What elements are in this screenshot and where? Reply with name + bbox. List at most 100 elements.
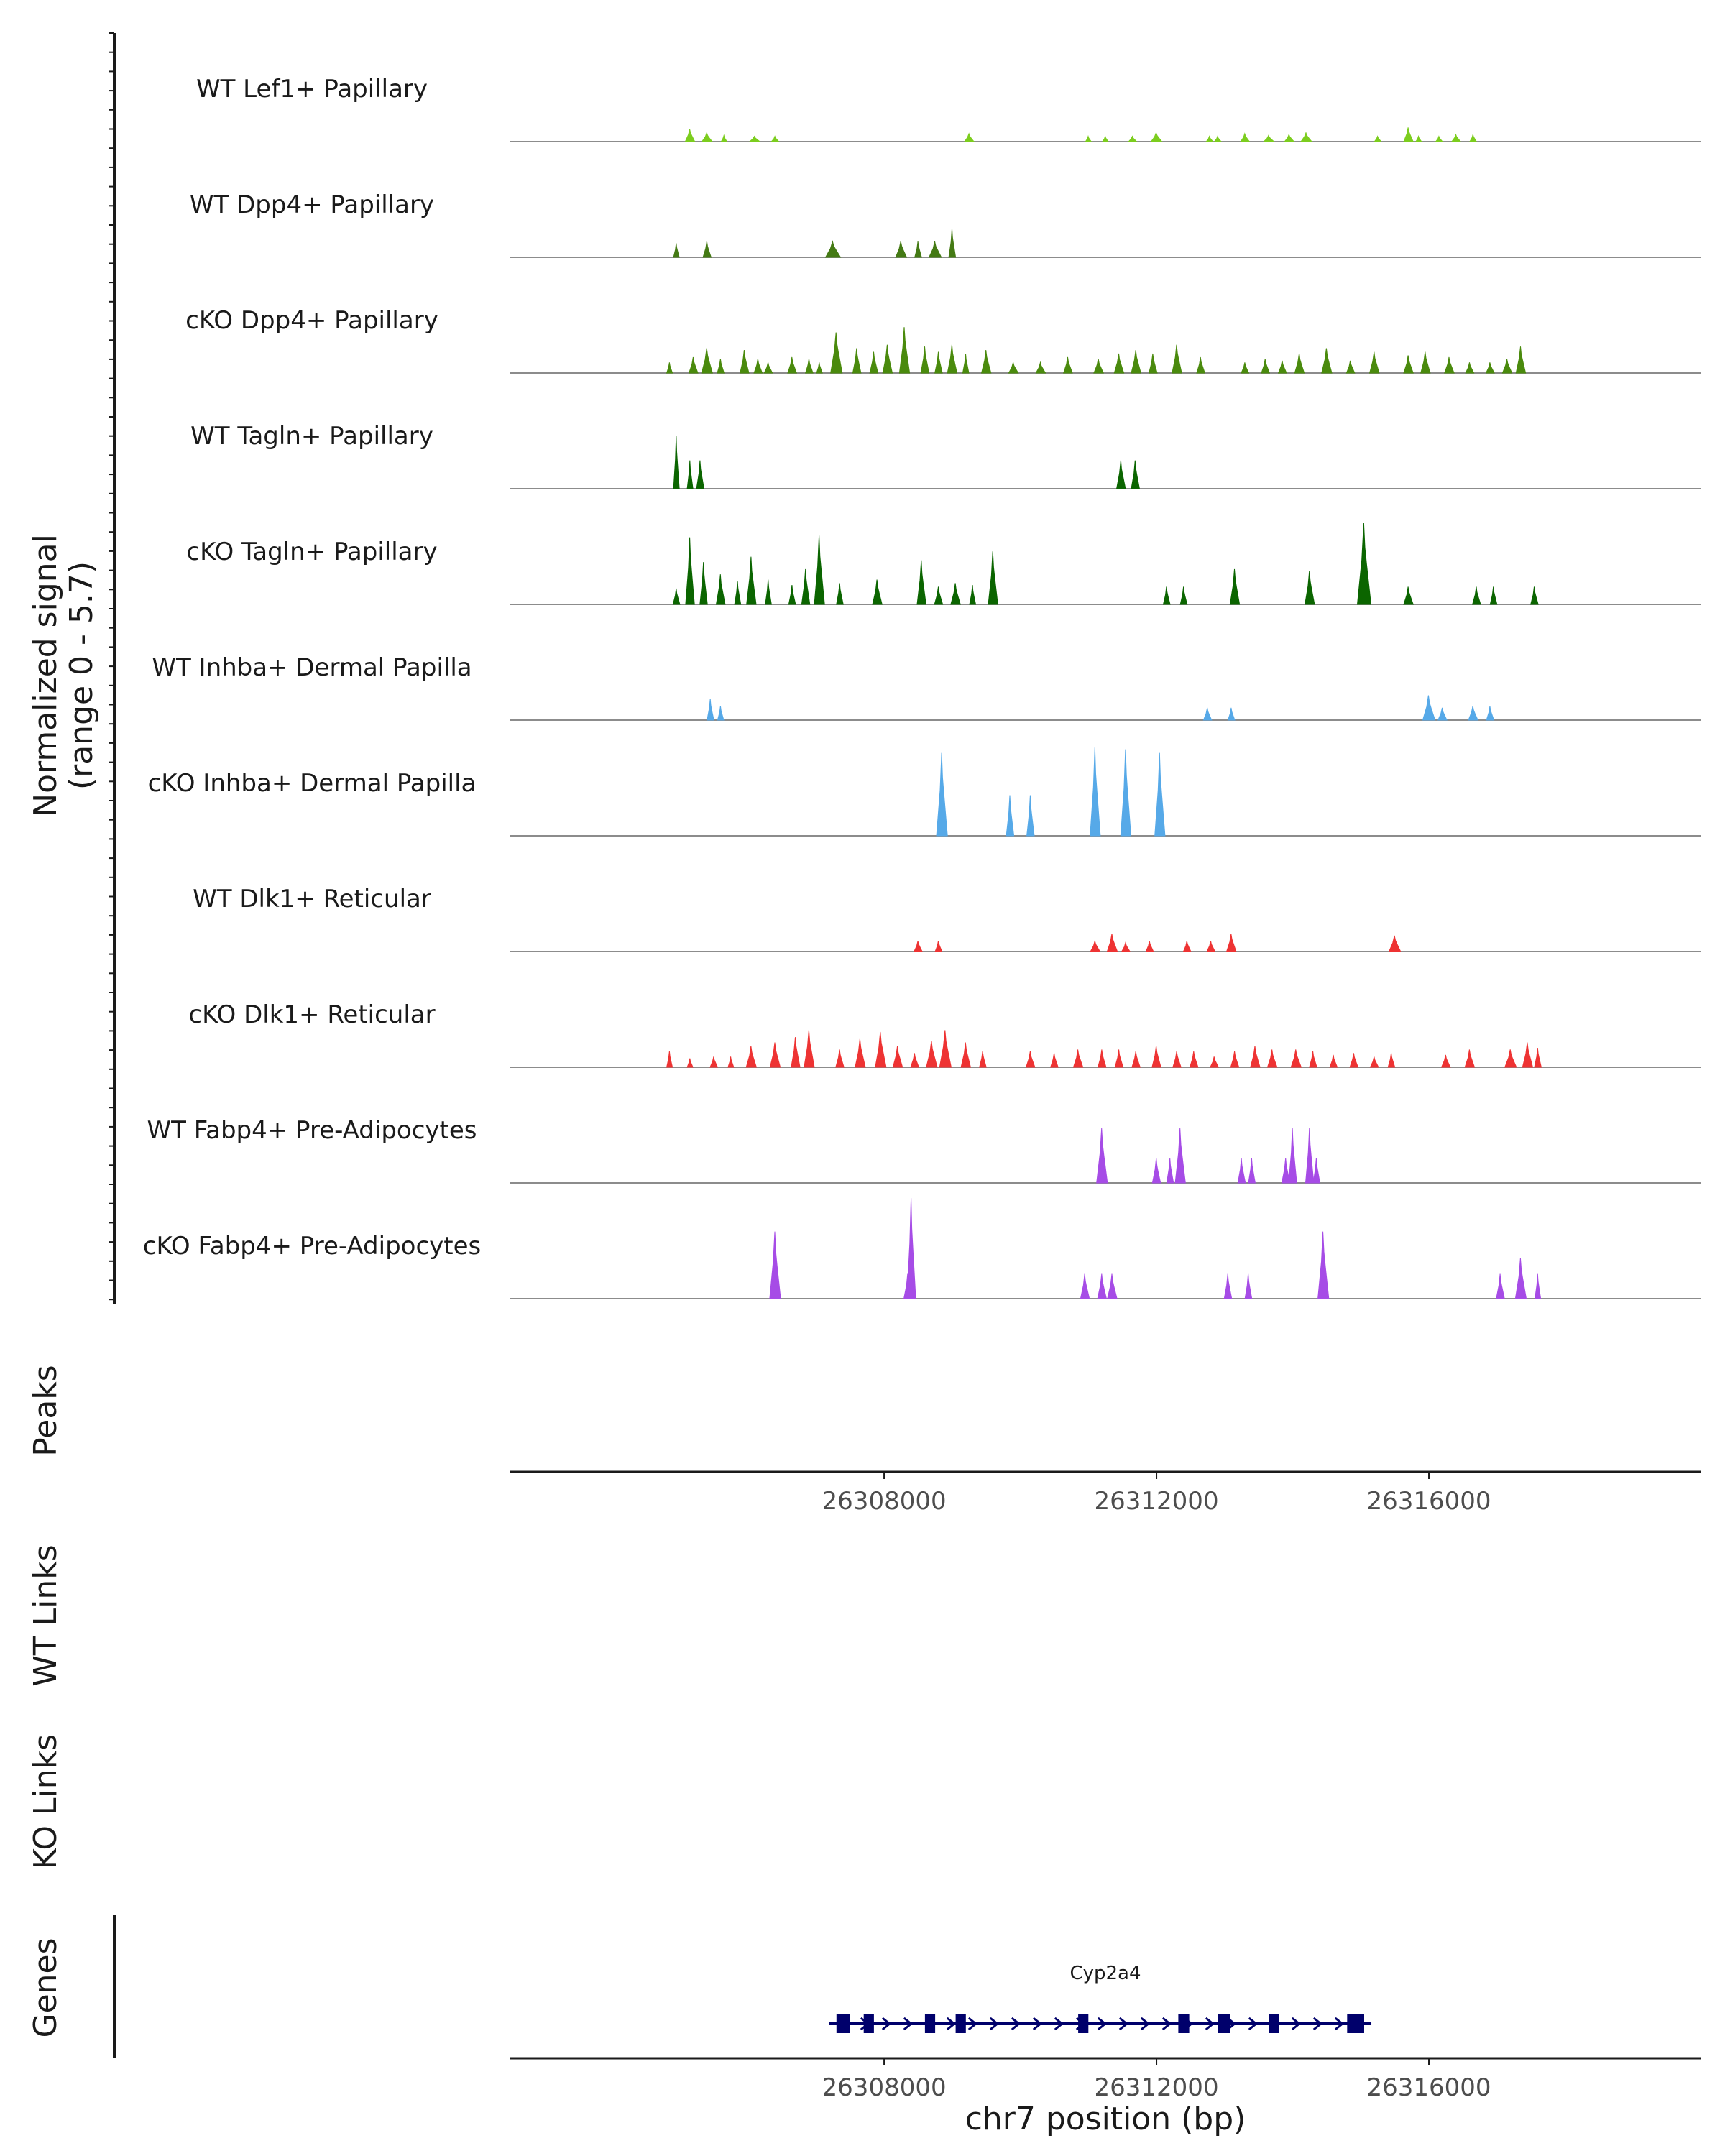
coverage-peak (969, 584, 977, 605)
coverage-y-axis: Normalized signal (range 0 - 5.7) (27, 32, 116, 1304)
strand-arrow (1011, 2017, 1021, 2031)
coverage-peak (1486, 706, 1495, 721)
coverage-peak (1008, 361, 1019, 374)
coverage-peak (1241, 362, 1250, 374)
coverage-peak (1435, 135, 1444, 142)
coverage-peak (1266, 1049, 1278, 1068)
peaks-panel: Peaks 26308000 26312000 26316000 (27, 1365, 1701, 1516)
x-tick-label: 26316000 (1366, 1487, 1491, 1516)
coverage-peak (852, 348, 862, 374)
coverage-peak (916, 560, 926, 605)
coverage-peak (1288, 1128, 1297, 1184)
coverage-peak (914, 241, 922, 258)
coverage-peak (1300, 132, 1313, 142)
x-tick-label: 26308000 (822, 2073, 947, 2102)
coverage-peak (1210, 1056, 1220, 1068)
x-tick-label: 26308000 (822, 1487, 947, 1516)
track-label: cKO Fabp4+ Pre-Adipocytes (143, 1232, 482, 1261)
coverage-peak (686, 460, 694, 489)
coverage-peak (1472, 586, 1481, 605)
coverage-peak (830, 332, 843, 374)
track-label: WT Fabp4+ Pre-Adipocytes (147, 1116, 477, 1145)
coverage-peak (1106, 934, 1118, 952)
genes-panel: Genes Cyp2a4 26308000 26312000 26316000 ch… (27, 1915, 1701, 2137)
coverage-peak (769, 1231, 781, 1299)
coverage-peak (1414, 134, 1422, 142)
coverage-peak (1440, 1054, 1451, 1068)
coverage-peak (1131, 350, 1141, 374)
strand-arrow (967, 2017, 978, 2031)
coverage-peak (816, 362, 823, 374)
coverage-peak (950, 583, 961, 605)
coverage-peak (1225, 934, 1237, 952)
coverage-peak (869, 351, 879, 374)
strand-arrow (946, 2017, 957, 2031)
coverage-peak (1162, 586, 1171, 605)
track-label: cKO Tagln+ Papillary (186, 538, 437, 566)
coverage-peak (1294, 353, 1305, 374)
y-axis-label-line1: Normalized signal (27, 534, 64, 817)
coverage-peak (910, 1053, 920, 1068)
coverage-peak (1444, 356, 1455, 374)
coverage-peak (814, 535, 825, 605)
coverage-peak (685, 537, 695, 605)
coverage-peak (920, 346, 930, 374)
coverage-peak (1131, 460, 1141, 489)
strand-arrow (989, 2017, 1000, 2031)
coverage-peak (1213, 135, 1223, 142)
coverage-peak (1422, 695, 1436, 721)
coverage-peak (1356, 522, 1372, 605)
track-8: cKO Dlk1+ Reticular (188, 1000, 1701, 1068)
coverage-peak (962, 353, 970, 374)
coverage-peak (1248, 1158, 1256, 1184)
coverage-peak (1154, 752, 1166, 837)
coverage-peak (1227, 707, 1236, 721)
gene-exon (1269, 2014, 1279, 2033)
coverage-peak (928, 241, 942, 258)
strand-arrow (1097, 2017, 1108, 2031)
coverage-peak (673, 243, 680, 258)
coverage-peak (717, 706, 724, 721)
coverage-peak (666, 362, 673, 374)
coverage-peak (1097, 1273, 1108, 1299)
track-4: cKO Tagln+ Papillary (186, 522, 1701, 605)
coverage-peak (1113, 353, 1125, 374)
strand-arrow (1291, 2017, 1302, 2031)
coverage-peak (1403, 127, 1414, 142)
strand-arrow (1032, 2017, 1043, 2031)
coverage-peak (804, 1030, 815, 1068)
y-axis-label-line2: (range 0 - 5.7) (63, 561, 100, 790)
gene-model: Cyp2a4 (829, 1963, 1372, 2033)
coverage-peak (701, 132, 713, 142)
genes-x-ticks: 26308000 26312000 26316000 (822, 2058, 1491, 2102)
coverage-peak (1504, 1049, 1517, 1068)
coverage-peak (696, 460, 705, 489)
gene-exon (863, 2014, 874, 2033)
strand-arrow (1118, 2017, 1129, 2031)
coverage-peak (1329, 1054, 1338, 1068)
coverage-peak (1107, 1273, 1118, 1299)
coverage-peak (702, 241, 712, 258)
x-axis-title: chr7 position (bp) (965, 2101, 1246, 2137)
coverage-peak (787, 356, 798, 374)
coverage-peak (672, 588, 681, 605)
coverage-peak (824, 240, 842, 258)
coverage-peak (763, 362, 773, 374)
coverage-peak (1223, 1273, 1233, 1299)
coverage-peak (1151, 1158, 1162, 1184)
coverage-peak (701, 348, 713, 374)
track-1: WT Dpp4+ Papillary (190, 190, 1701, 258)
coverage-peak (1305, 571, 1315, 605)
coverage-peak (686, 1058, 694, 1068)
coverage-peak (1535, 1273, 1542, 1299)
coverage-peak (1189, 1051, 1199, 1068)
coverage-peak (709, 1056, 719, 1068)
coverage-peak (1321, 348, 1333, 374)
gene-exon (836, 2014, 850, 2033)
coverage-peak (1093, 359, 1104, 374)
coverage-peak (1080, 1273, 1090, 1299)
coverage-peak (717, 359, 725, 374)
track-label: WT Dlk1+ Reticular (193, 885, 431, 913)
